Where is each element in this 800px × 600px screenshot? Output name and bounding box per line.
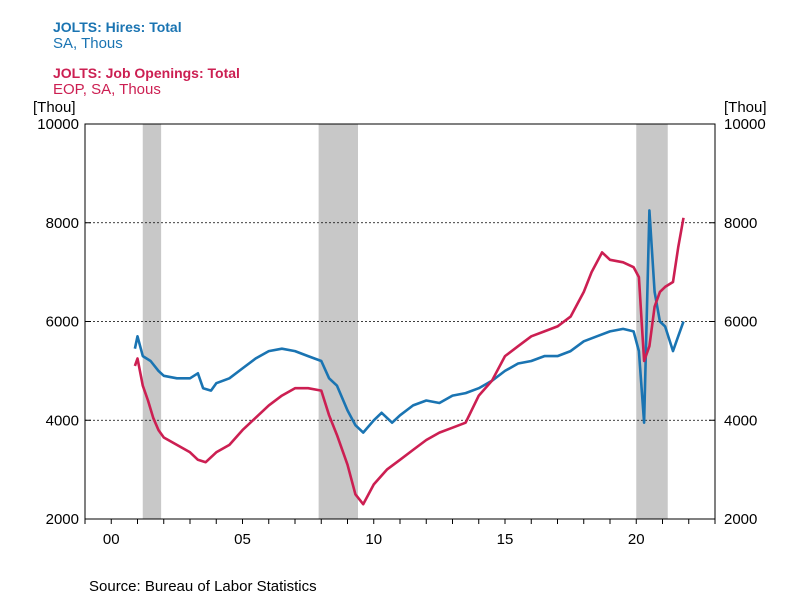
y-tick-label-right-2: 6000 (724, 314, 757, 331)
y-tick-label-right-1: 4000 (724, 412, 757, 429)
y-tick-label-left-4: 10000 (37, 116, 79, 133)
y-tick-label-left-2: 6000 (46, 314, 79, 331)
y-tick-label-left-1: 4000 (46, 412, 79, 429)
y-tick-label-right-4: 10000 (724, 116, 766, 133)
source-note: Source: Bureau of Labor Statistics (89, 578, 317, 595)
y-tick-label-right-3: 8000 (724, 215, 757, 232)
legend-hires-title: JOLTS: Hires: Total (53, 19, 182, 35)
x-tick-label-4: 20 (628, 531, 645, 548)
legend-openings-title: JOLTS: Job Openings: Total (53, 65, 240, 81)
series-line-0 (133, 209, 685, 434)
x-tick-label-2: 10 (365, 531, 382, 548)
y-tick-label-left-3: 8000 (46, 215, 79, 232)
legend-openings: JOLTS: Job Openings: Total EOP, SA, Thou… (53, 66, 240, 97)
y-unit-left: [Thou] (33, 99, 76, 116)
y-tick-label-right-0: 2000 (724, 511, 757, 528)
y-unit-right: [Thou] (724, 99, 767, 116)
y-tick-label-left-0: 2000 (46, 511, 79, 528)
series-line-1 (133, 217, 685, 506)
legend-hires: JOLTS: Hires: Total SA, Thous (53, 20, 182, 51)
legend-openings-subtitle: EOP, SA, Thous (53, 81, 161, 98)
x-tick-label-3: 15 (497, 531, 514, 548)
x-tick-label-0: 00 (103, 531, 120, 548)
recession-band-0 (142, 124, 162, 519)
x-tick-label-1: 05 (234, 531, 251, 548)
legend-hires-subtitle: SA, Thous (53, 35, 123, 52)
